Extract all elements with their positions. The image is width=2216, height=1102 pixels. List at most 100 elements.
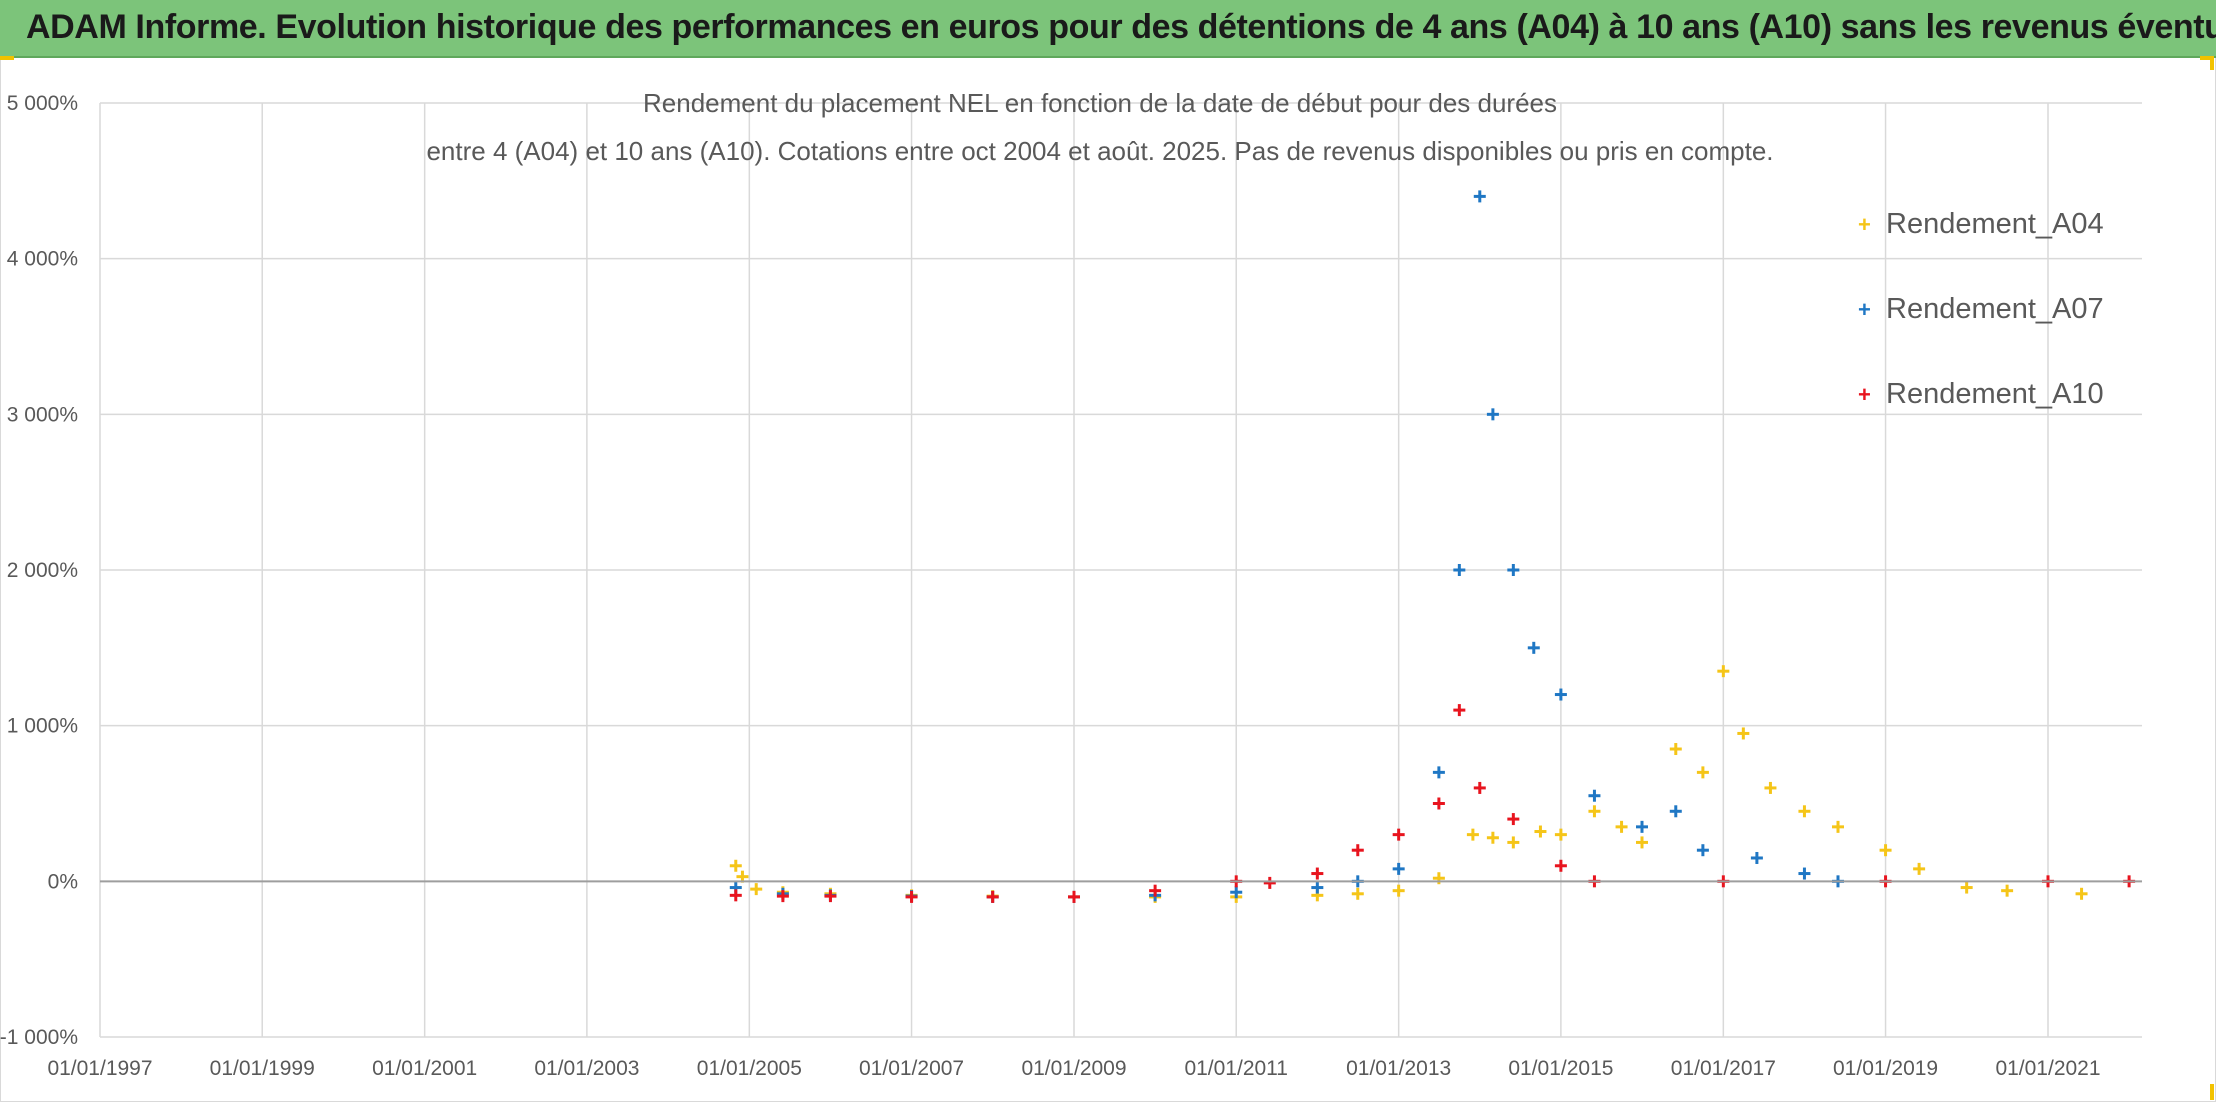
x-tick-label: 01/01/2007: [859, 1057, 964, 1080]
data-point: [1311, 881, 1324, 894]
data-point: [1392, 862, 1405, 875]
series-rendement-a07: [729, 190, 1844, 903]
data-point: [1750, 851, 1763, 864]
data-point: [1588, 805, 1601, 818]
data-point: [1507, 836, 1520, 849]
corner-accent-top-left: [0, 56, 14, 60]
series-layer: [729, 190, 2136, 903]
data-point: [1717, 665, 1730, 678]
data-point: [1636, 836, 1648, 849]
legend-marker-a07: +: [1858, 297, 1871, 322]
data-point: [1486, 831, 1499, 844]
data-point: [1913, 862, 1926, 875]
series-rendement-a04: [729, 665, 2088, 903]
legend-marker-a10: +: [1858, 382, 1871, 407]
data-point: [824, 890, 837, 903]
y-tick-label: 5 000%: [7, 92, 78, 115]
data-point: [1507, 813, 1520, 826]
chart-title: Rendement du placement NEL en fonction d…: [643, 88, 1557, 118]
x-tick-label: 01/01/1997: [47, 1057, 152, 1080]
data-point: [1473, 190, 1486, 203]
x-tick-label: 01/01/2005: [697, 1057, 802, 1080]
data-point: [729, 859, 742, 872]
series-rendement-a10: [729, 704, 2136, 903]
data-point: [1879, 844, 1892, 857]
x-tick-label: 01/01/2021: [1995, 1057, 2100, 1080]
x-tick-label: 01/01/2003: [534, 1057, 639, 1080]
x-tick-label: 01/01/2011: [1184, 1057, 1288, 1080]
data-point: [1351, 844, 1364, 857]
data-point: [1554, 688, 1567, 701]
data-point: [1798, 867, 1811, 880]
axes: -1 000% 0% 1 000% 2 000% 3 000% 4 000% 5 000% 0…: [0, 92, 2142, 1080]
data-point: [1453, 704, 1466, 717]
corner-accent-top-right-v: [2210, 56, 2214, 70]
x-tick-label: 01/01/2013: [1346, 1057, 1451, 1080]
data-point: [1798, 805, 1811, 818]
data-point: [1554, 859, 1567, 872]
legend-marker-a04: +: [1858, 212, 1871, 237]
data-point: [1832, 820, 1844, 833]
data-point: [1507, 564, 1520, 576]
legend-item-a07: + Rendement_A07: [1858, 293, 2148, 378]
data-point: [1696, 766, 1709, 779]
data-point: [1615, 820, 1628, 833]
data-point: [905, 890, 918, 903]
report-header: ADAM Informe. Evolution historique des p…: [0, 0, 2216, 58]
legend-label-a04: Rendement_A04: [1886, 208, 2104, 240]
data-point: [1432, 797, 1445, 810]
data-point: [750, 883, 763, 896]
data-point: [1453, 564, 1466, 576]
data-point: [1737, 727, 1750, 740]
y-tick-label: 0%: [48, 870, 78, 893]
data-point: [1466, 828, 1479, 841]
data-point: [1960, 881, 1973, 894]
data-point: [1311, 867, 1324, 880]
x-tick-label: 01/01/2017: [1671, 1057, 1776, 1080]
chart-subtitle: entre 4 (A04) et 10 ans (A10). Cotations…: [426, 136, 1774, 166]
chart-legend: + Rendement_A04 + Rendement_A07 + Rendem…: [1858, 208, 2148, 463]
y-tick-label: 2 000%: [7, 559, 78, 582]
x-tick-label: 01/01/1999: [210, 1057, 315, 1080]
data-point: [1669, 805, 1682, 818]
data-point: [986, 890, 999, 903]
x-tick-label: 01/01/2019: [1833, 1057, 1938, 1080]
data-point: [1230, 886, 1243, 899]
legend-item-a04: + Rendement_A04: [1858, 208, 2148, 293]
data-point: [776, 890, 789, 903]
y-tick-label: 3 000%: [7, 403, 78, 426]
corner-accent-bottom-right: [2210, 1084, 2214, 1100]
data-point: [1764, 781, 1777, 794]
data-point: [1351, 887, 1364, 900]
corner-accent-top-right: [2200, 56, 2214, 60]
x-tick-label: 01/01/2015: [1508, 1057, 1613, 1080]
data-point: [1473, 781, 1486, 794]
data-point: [1527, 641, 1540, 654]
data-point: [2001, 884, 2014, 897]
y-tick-label: 1 000%: [7, 715, 78, 738]
legend-item-a10: + Rendement_A10: [1858, 378, 2148, 463]
data-point: [1534, 825, 1547, 838]
data-point: [1554, 828, 1567, 841]
legend-label-a07: Rendement_A07: [1886, 293, 2104, 325]
data-point: [1432, 766, 1445, 779]
x-tick-label: 01/01/2009: [1021, 1057, 1126, 1080]
data-point: [2075, 887, 2088, 900]
legend-label-a10: Rendement_A10: [1886, 378, 2104, 410]
data-point: [1149, 884, 1162, 897]
data-point: [1392, 884, 1405, 897]
data-point: [1432, 872, 1445, 885]
data-point: [1263, 876, 1276, 889]
data-point: [1392, 828, 1405, 841]
x-tick-label: 01/01/2001: [372, 1057, 477, 1080]
data-point: [1068, 890, 1080, 903]
data-point: [1669, 743, 1682, 756]
data-point: [1696, 844, 1709, 857]
data-point: [1636, 820, 1648, 833]
y-tick-label: -1 000%: [0, 1026, 78, 1049]
grid: [99, 102, 2142, 1038]
report-title: ADAM Informe. Evolution historique des p…: [26, 8, 2216, 46]
data-point: [729, 889, 742, 902]
data-point: [1486, 408, 1499, 421]
